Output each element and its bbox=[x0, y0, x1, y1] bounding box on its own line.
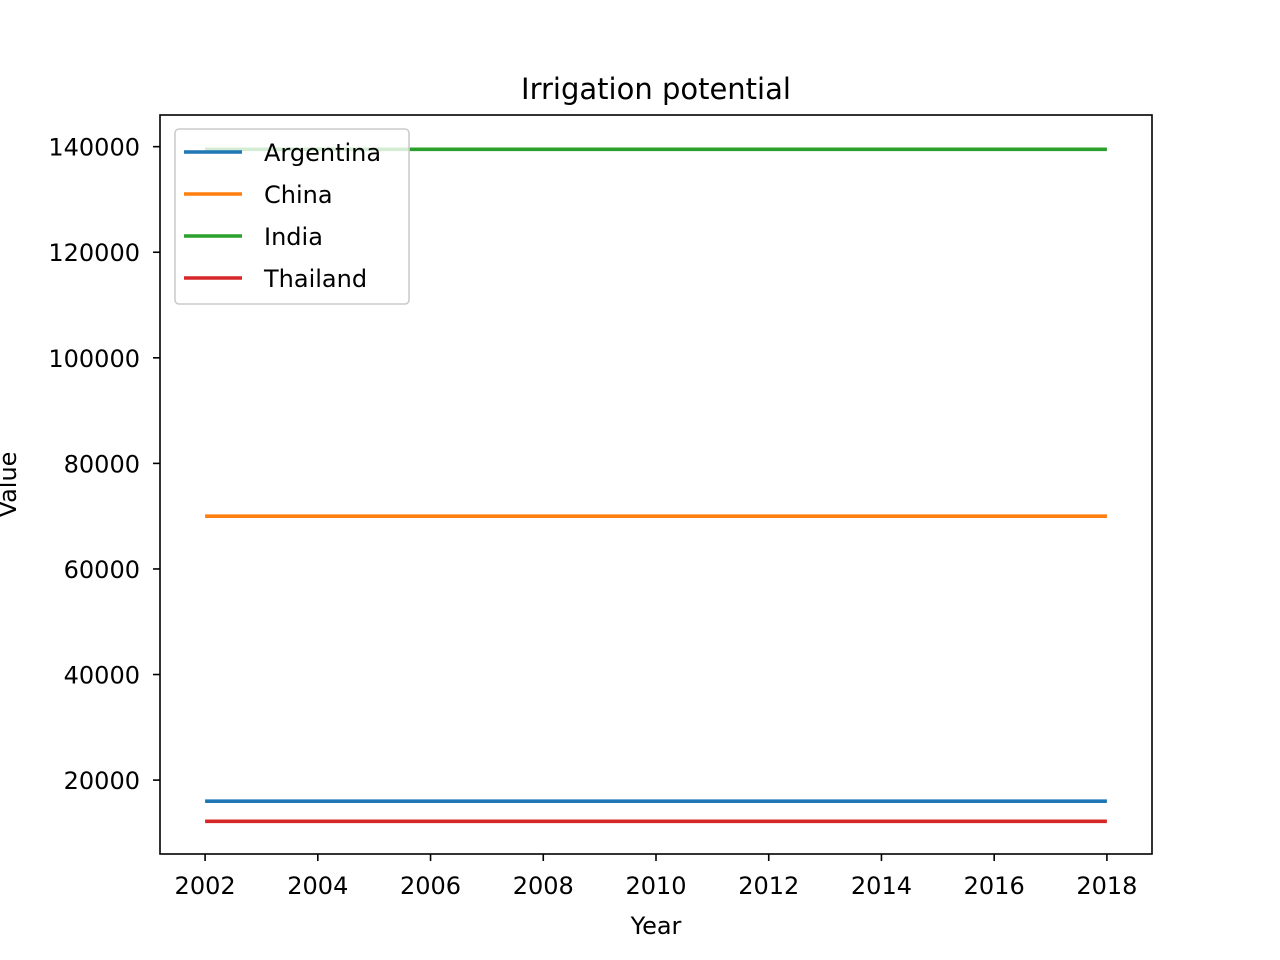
y-tick-label: 140000 bbox=[48, 134, 140, 162]
y-tick-label: 100000 bbox=[48, 345, 140, 373]
x-tick-label: 2014 bbox=[851, 872, 912, 900]
x-tick-label: 2012 bbox=[738, 872, 799, 900]
chart-title: Irrigation potential bbox=[521, 72, 791, 106]
legend-label-thailand: Thailand bbox=[263, 265, 367, 293]
legend-label-india: India bbox=[264, 223, 323, 251]
y-tick-label: 120000 bbox=[48, 239, 140, 267]
y-tick-label: 40000 bbox=[64, 662, 140, 690]
y-axis: 20000 40000 60000 80000 100000 120000 140000 bbox=[48, 134, 160, 795]
x-tick-label: 2016 bbox=[964, 872, 1025, 900]
x-axis-label: Year bbox=[630, 912, 682, 940]
x-tick-label: 2006 bbox=[400, 872, 461, 900]
x-tick-label: 2002 bbox=[175, 872, 236, 900]
legend-label-china: China bbox=[264, 181, 333, 209]
x-tick-label: 2018 bbox=[1076, 872, 1137, 900]
y-tick-label: 20000 bbox=[64, 767, 140, 795]
y-tick-label: 80000 bbox=[64, 450, 140, 478]
x-tick-label: 2010 bbox=[625, 872, 686, 900]
y-tick-label: 60000 bbox=[64, 556, 140, 584]
x-tick-label: 2008 bbox=[513, 872, 574, 900]
y-axis-label: Value bbox=[0, 452, 22, 518]
legend: Argentina China India Thailand bbox=[174, 128, 410, 305]
x-tick-label: 2004 bbox=[287, 872, 348, 900]
x-axis: 2002 2004 2006 2008 2010 2012 2014 2016 2018 bbox=[175, 854, 1137, 900]
legend-label-argentina: Argentina bbox=[264, 139, 381, 167]
legend-box bbox=[174, 128, 410, 305]
